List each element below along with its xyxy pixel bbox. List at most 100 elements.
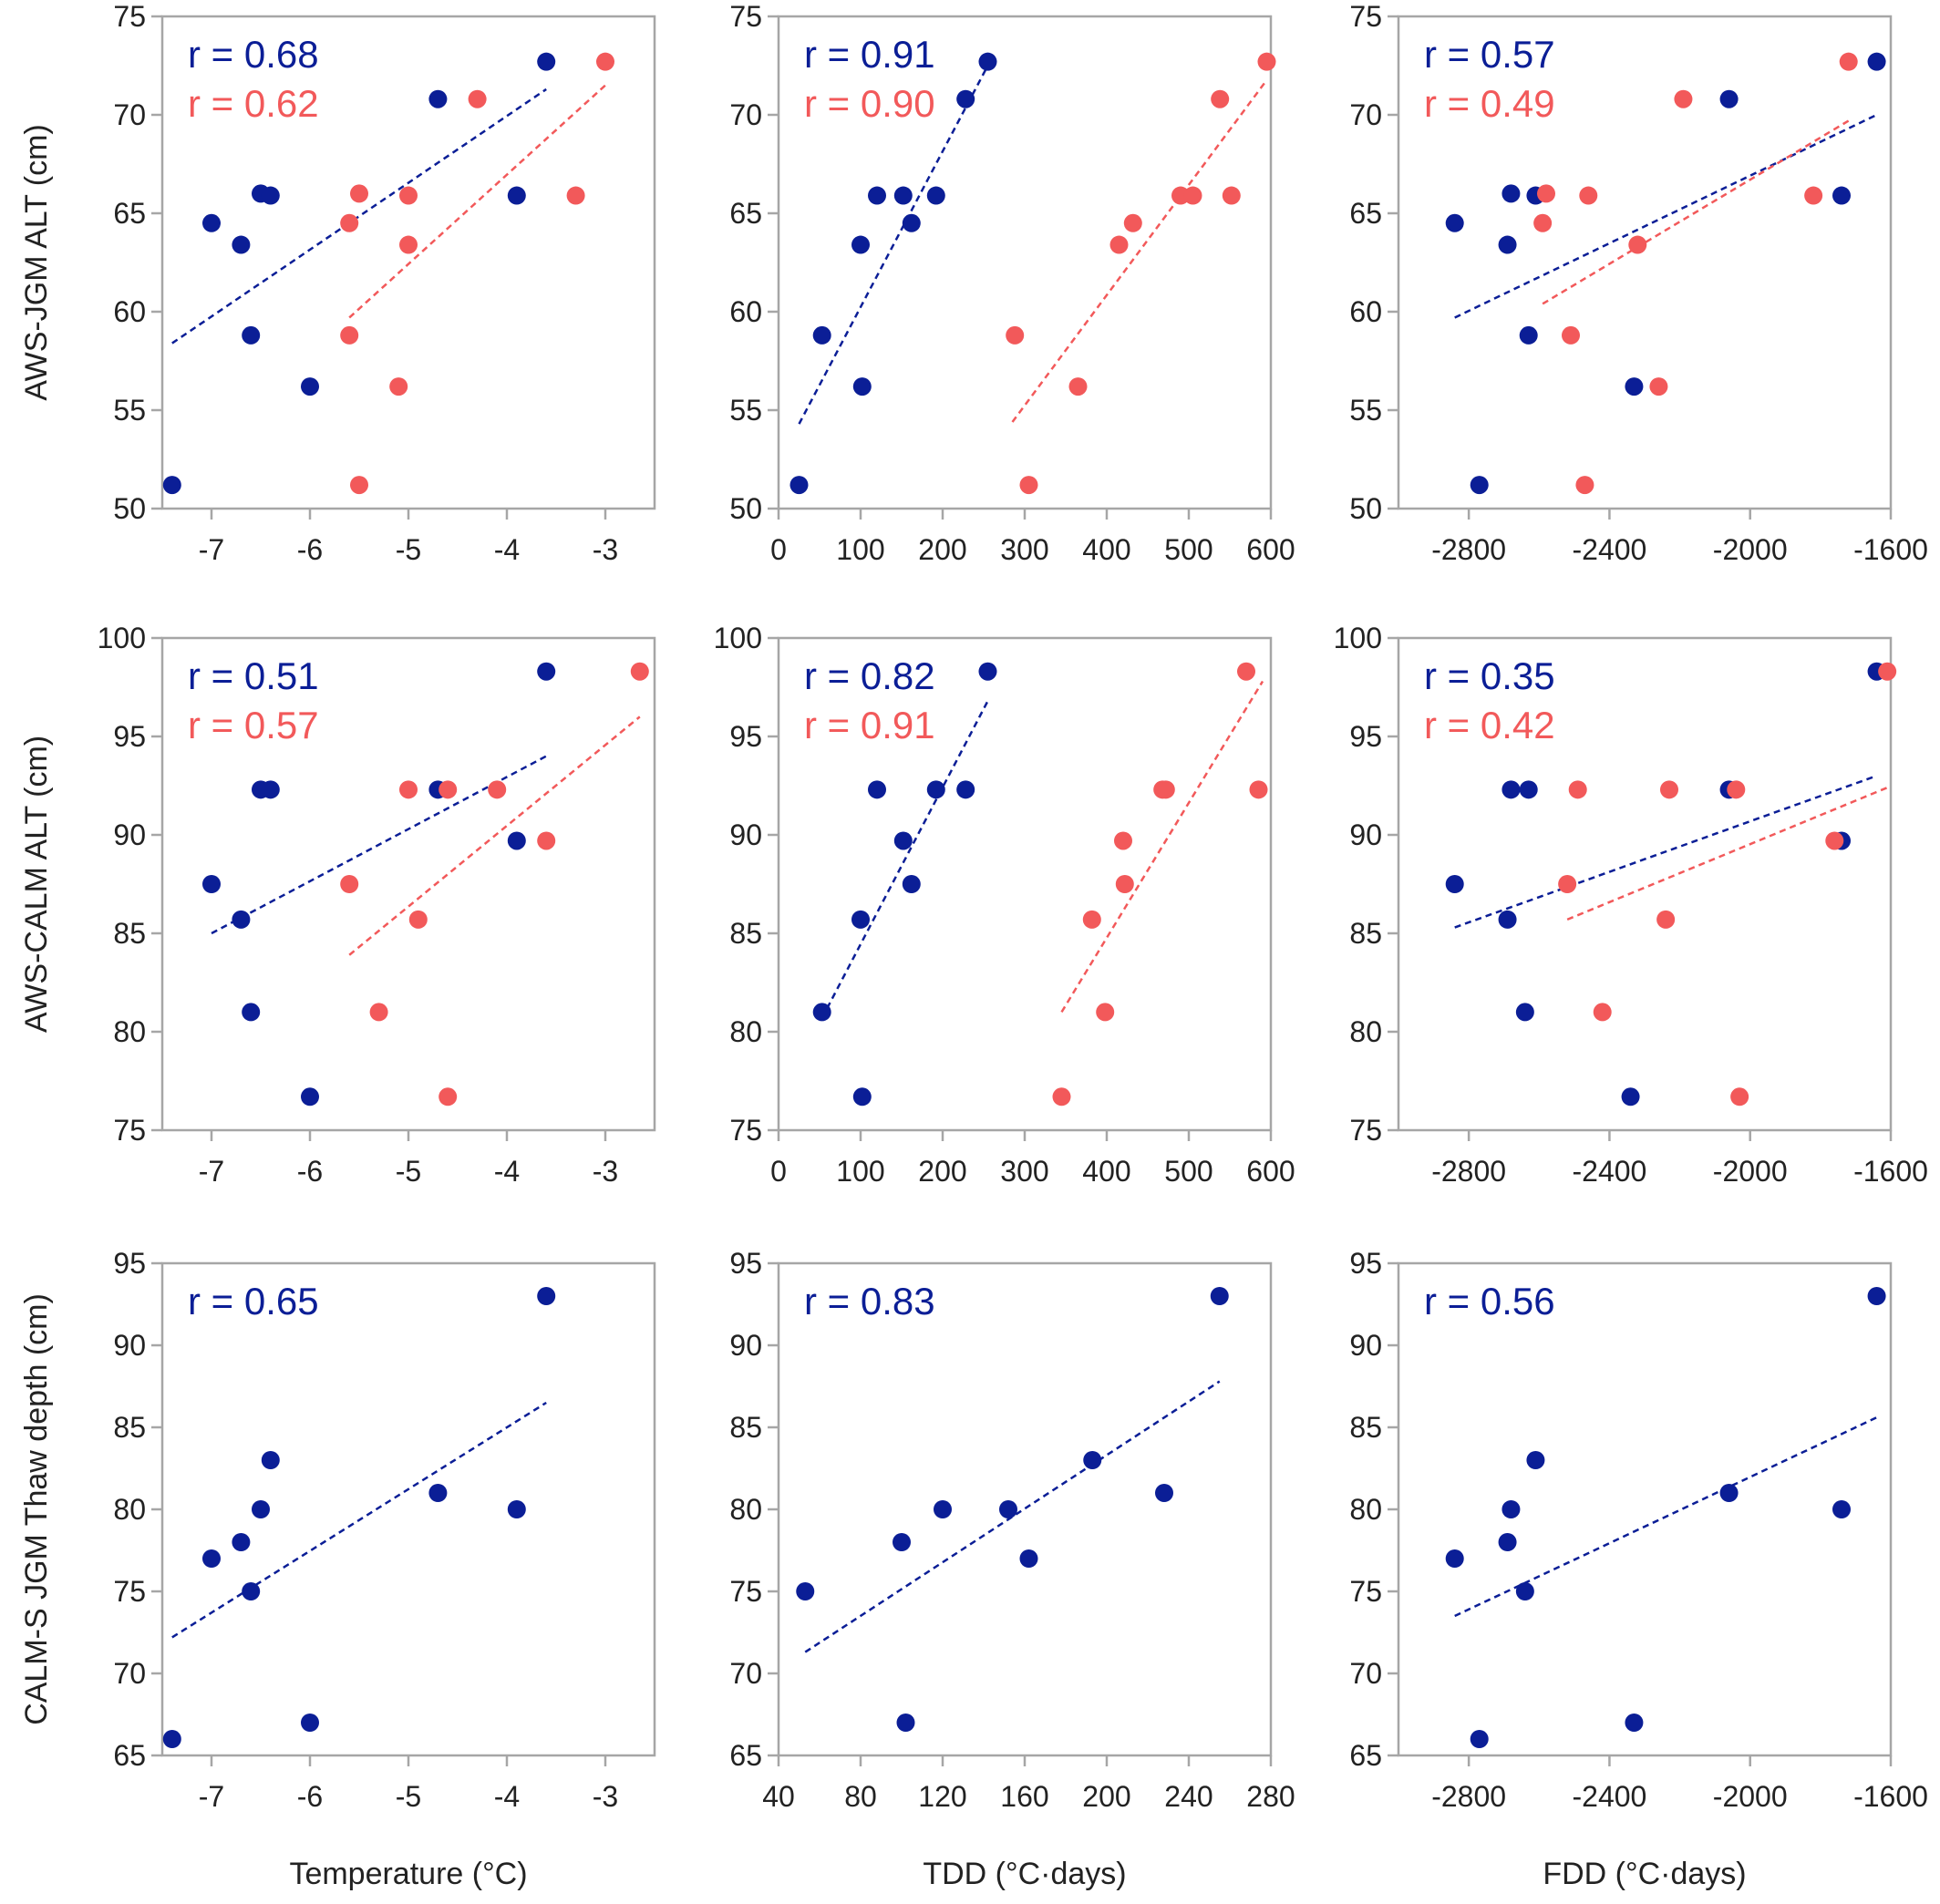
y-tick-label: 50 <box>113 492 146 525</box>
data-point-red <box>1878 662 1897 681</box>
y-tick-label: 70 <box>113 1657 146 1690</box>
x-tick-label: 600 <box>1246 1155 1295 1188</box>
data-point-red <box>468 89 487 108</box>
data-point-red <box>1575 476 1594 495</box>
x-tick-label: 200 <box>1082 1780 1130 1813</box>
x-tick-label: 500 <box>1164 1155 1212 1188</box>
data-point-red <box>1558 875 1577 893</box>
y-tick-label: 70 <box>1349 98 1382 131</box>
trend-line-red <box>1542 119 1850 305</box>
x-tick-label: -1600 <box>1853 1155 1928 1188</box>
y-tick-label: 95 <box>113 720 146 753</box>
y-tick-label: 95 <box>113 1247 146 1280</box>
x-axis-label: TDD (°C·days) <box>923 1857 1126 1891</box>
data-point-blue <box>507 831 526 850</box>
y-tick-label: 70 <box>729 1657 762 1690</box>
data-point-blue <box>902 875 921 893</box>
data-point-blue <box>999 1500 1017 1518</box>
data-point-blue <box>852 377 872 396</box>
data-point-blue <box>893 186 913 205</box>
data-point-blue <box>956 780 975 799</box>
y-tick-label: 65 <box>1349 197 1382 230</box>
x-tick-label: 300 <box>1000 1155 1048 1188</box>
data-point-blue <box>934 1500 952 1518</box>
y-tick-label: 65 <box>729 197 762 230</box>
y-tick-label: 70 <box>1349 1657 1382 1690</box>
trend-line-red <box>348 84 606 319</box>
trend-line-red <box>1060 680 1264 1014</box>
y-tick-label: 75 <box>113 1114 146 1147</box>
data-point-blue <box>1832 1500 1851 1518</box>
data-point-red <box>1068 377 1088 396</box>
y-tick-label: 65 <box>113 1739 146 1772</box>
data-point-blue <box>1445 1549 1464 1568</box>
data-point-red <box>1183 186 1202 205</box>
data-point-blue <box>1501 184 1521 203</box>
data-point-blue <box>1526 1451 1545 1469</box>
correlation-label-blue: r = 0.56 <box>1424 1280 1555 1323</box>
data-point-blue <box>242 1003 261 1022</box>
data-point-blue <box>232 910 251 929</box>
y-tick-label: 95 <box>729 1247 762 1280</box>
data-point-blue <box>1719 89 1739 108</box>
data-point-blue <box>232 235 251 254</box>
data-point-red <box>1825 831 1844 850</box>
data-point-red <box>439 780 458 799</box>
data-point-blue <box>1867 52 1886 71</box>
y-tick-label: 85 <box>1349 917 1382 950</box>
data-point-blue <box>812 325 831 345</box>
correlation-label-blue: r = 0.83 <box>804 1280 935 1323</box>
data-point-red <box>1222 186 1241 205</box>
data-point-blue <box>851 910 870 929</box>
trend-line-blue <box>1454 775 1877 929</box>
data-point-red <box>630 662 649 681</box>
data-point-red <box>1593 1003 1612 1022</box>
y-tick-label: 70 <box>729 98 762 131</box>
x-tick-label: -5 <box>396 533 421 566</box>
panel-r1-c2: 50 55 60 65 70 75 0 100 200 300 400 500 600 r = 0.91 r… <box>729 0 1295 566</box>
x-tick-label: -2400 <box>1573 533 1647 566</box>
data-point-red <box>1019 476 1038 495</box>
y-tick-label: 60 <box>729 295 762 328</box>
panel-r2-c1: 75 80 85 90 95 100 -7 -6 -5 -4 -3 r = 0.51 r = 0.57 A… <box>19 622 656 1188</box>
y-tick-label: 70 <box>113 98 146 131</box>
x-tick-label: 200 <box>918 1155 966 1188</box>
data-point-blue <box>301 1714 319 1732</box>
y-tick-label: 65 <box>1349 1739 1382 1772</box>
x-tick-label: -2800 <box>1431 533 1506 566</box>
y-tick-label: 80 <box>113 1493 146 1526</box>
data-point-red <box>399 780 418 799</box>
data-point-blue <box>537 52 556 71</box>
x-tick-label: -3 <box>593 1155 618 1188</box>
correlation-label-blue: r = 0.65 <box>188 1280 319 1323</box>
data-point-blue <box>537 662 556 681</box>
y-tick-label: 80 <box>729 1493 762 1526</box>
data-point-blue <box>301 1087 319 1106</box>
data-point-red <box>340 325 359 345</box>
data-point-blue <box>1155 1484 1173 1502</box>
trend-line-blue <box>171 1401 547 1639</box>
data-point-blue <box>956 89 975 108</box>
y-tick-label: 55 <box>729 394 762 427</box>
trend-line-blue <box>1454 113 1878 319</box>
data-point-blue <box>428 1484 448 1502</box>
data-point-blue <box>1019 1549 1038 1568</box>
y-tick-label: 55 <box>113 394 146 427</box>
x-tick-label: -2800 <box>1431 1155 1506 1188</box>
x-tick-label: -4 <box>494 1155 520 1188</box>
data-point-blue <box>202 213 221 232</box>
data-point-blue <box>428 89 448 108</box>
correlation-label-red: r = 0.49 <box>1424 82 1555 125</box>
data-point-blue <box>789 476 809 495</box>
x-tick-label: 100 <box>836 533 884 566</box>
x-tick-label: -2000 <box>1713 1155 1788 1188</box>
trend-line-blue <box>171 87 547 345</box>
panel-r3-c3: 65 70 75 80 85 90 95 -2800 -2400 -2000 -1600 r = 0.… <box>1349 1247 1928 1891</box>
data-point-blue <box>1519 780 1538 799</box>
data-point-blue <box>852 1087 872 1106</box>
y-tick-label: 90 <box>1349 818 1382 851</box>
data-point-red <box>350 184 368 203</box>
data-point-blue <box>242 325 261 345</box>
data-point-blue <box>232 1533 251 1551</box>
y-tick-label: 50 <box>729 492 762 525</box>
